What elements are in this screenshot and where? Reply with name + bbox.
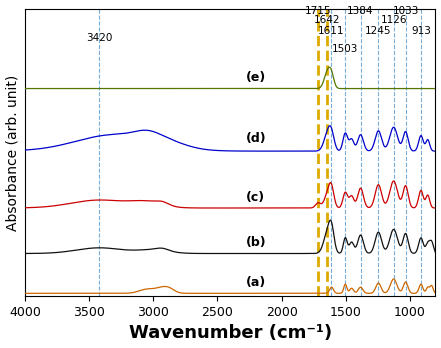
Text: 1384: 1384 [348,6,374,16]
Text: 1715: 1715 [304,6,331,16]
Text: 1503: 1503 [332,45,359,54]
Text: 913: 913 [411,26,431,36]
Text: 1245: 1245 [365,26,391,36]
Text: (e): (e) [246,71,266,84]
Text: (c): (c) [247,191,265,204]
Text: 3420: 3420 [86,33,112,43]
Text: 1033: 1033 [392,6,419,16]
Text: (d): (d) [246,133,266,145]
Y-axis label: Absorbance (arb. unit): Absorbance (arb. unit) [6,74,19,231]
Text: (b): (b) [246,236,266,249]
Text: (a): (a) [246,276,266,289]
Text: 1611: 1611 [318,26,345,36]
Text: 1642: 1642 [314,15,340,25]
Text: 1126: 1126 [381,15,407,25]
X-axis label: Wavenumber (cm⁻¹): Wavenumber (cm⁻¹) [129,324,332,342]
